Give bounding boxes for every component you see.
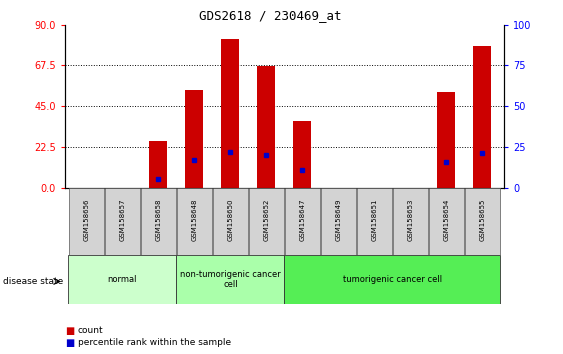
Text: GSM158653: GSM158653 (407, 199, 413, 241)
Bar (285, 188, 320, 255)
Bar (293, 121, 311, 188)
Text: GSM158652: GSM158652 (263, 199, 269, 241)
Bar (149, 141, 167, 188)
Text: GSM158648: GSM158648 (191, 199, 197, 241)
Text: ■: ■ (65, 338, 74, 348)
Text: GSM158647: GSM158647 (300, 199, 305, 241)
Bar (249, 188, 284, 255)
Bar (257, 67, 275, 188)
Bar (185, 90, 203, 188)
Text: GSM158657: GSM158657 (119, 199, 126, 241)
Text: ■: ■ (65, 326, 74, 336)
Text: GSM158651: GSM158651 (372, 199, 377, 241)
Text: GSM158649: GSM158649 (336, 199, 341, 241)
Bar (69, 188, 104, 255)
Bar (321, 188, 356, 255)
Text: GSM158656: GSM158656 (83, 199, 90, 241)
Text: GSM158655: GSM158655 (479, 199, 485, 241)
Text: normal: normal (108, 275, 137, 284)
Text: GDS2618 / 230469_at: GDS2618 / 230469_at (199, 9, 342, 22)
Bar (141, 188, 176, 255)
Bar (473, 46, 491, 188)
Bar (221, 39, 239, 188)
Bar (105, 188, 140, 255)
Text: GSM158654: GSM158654 (443, 199, 449, 241)
Text: count: count (78, 326, 104, 336)
Text: GSM158658: GSM158658 (155, 199, 162, 241)
Text: disease state: disease state (3, 277, 63, 286)
Text: tumorigenic cancer cell: tumorigenic cancer cell (343, 275, 442, 284)
Bar (177, 188, 212, 255)
Bar (213, 188, 248, 255)
Text: non-tumorigenic cancer
cell: non-tumorigenic cancer cell (180, 270, 281, 289)
Bar (284, 255, 501, 304)
Bar (393, 188, 427, 255)
Bar (68, 255, 176, 304)
Bar (429, 188, 463, 255)
Bar (357, 188, 392, 255)
Text: percentile rank within the sample: percentile rank within the sample (78, 338, 231, 347)
Bar (465, 188, 499, 255)
Text: GSM158650: GSM158650 (227, 199, 233, 241)
Bar (176, 255, 284, 304)
Bar (437, 92, 455, 188)
